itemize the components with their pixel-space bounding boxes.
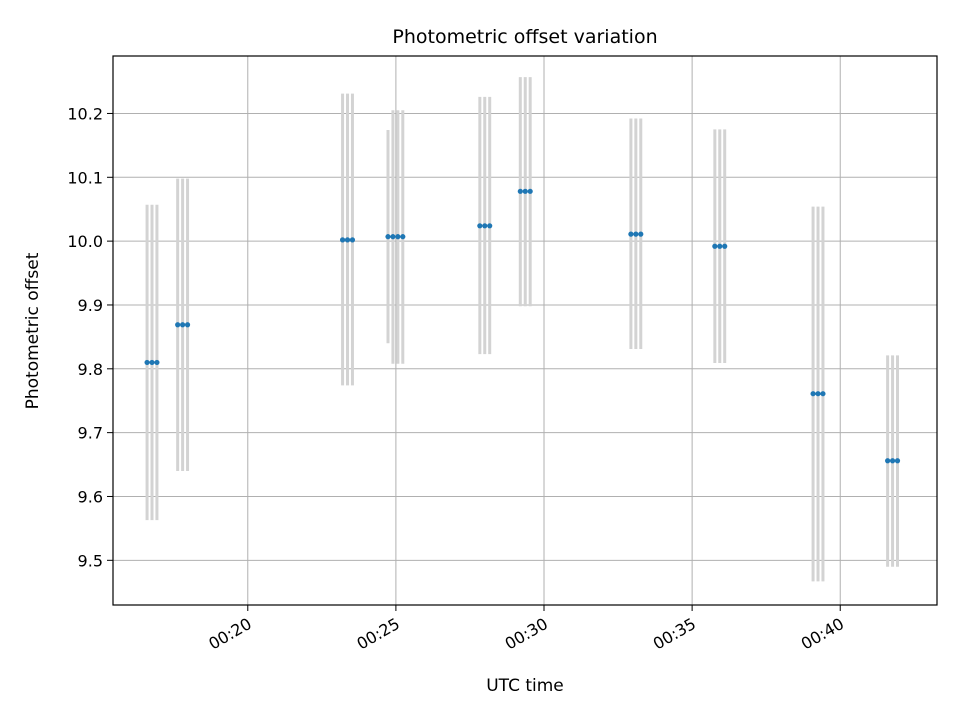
data-points <box>144 188 901 464</box>
data-point <box>527 188 533 194</box>
data-point <box>712 243 718 249</box>
y-axis-title: Photometric offset <box>23 252 43 409</box>
data-point <box>154 359 160 366</box>
data-point <box>344 237 351 243</box>
data-point <box>400 234 406 240</box>
y-tick-label: 10.0 <box>67 232 103 251</box>
x-tick-label: 00:40 <box>798 614 847 654</box>
data-point <box>144 359 150 366</box>
data-point <box>722 243 728 249</box>
y-tick-label: 9.8 <box>78 360 103 379</box>
data-point <box>633 231 639 237</box>
y-tick-label: 9.5 <box>78 551 103 570</box>
data-point <box>385 234 391 240</box>
x-tick-label: 00:30 <box>502 614 551 654</box>
data-point <box>522 188 528 194</box>
y-tick-label: 9.7 <box>78 424 103 443</box>
data-point <box>820 391 826 397</box>
data-point <box>482 223 488 229</box>
y-tick-label: 9.6 <box>78 487 103 506</box>
data-point <box>184 322 191 328</box>
data-point <box>149 359 155 366</box>
y-axis-ticks: 9.5 9.6 9.7 9.8 9.9 10.0 10.1 10.2 <box>67 104 113 570</box>
chart-title: Photometric offset variation <box>392 26 657 48</box>
data-point <box>339 237 346 243</box>
x-tick-label: 00:35 <box>650 614 699 654</box>
x-axis-ticks: 00:20 00:25 00:30 00:35 00:40 <box>205 605 847 654</box>
data-point <box>517 188 523 194</box>
x-axis-title: UTC time <box>486 676 564 696</box>
data-point <box>175 322 181 328</box>
data-point <box>487 223 493 229</box>
data-point <box>477 223 483 229</box>
data-point <box>390 234 396 240</box>
x-tick-label: 00:20 <box>205 614 254 654</box>
data-point <box>810 391 816 397</box>
data-point <box>717 243 723 249</box>
data-point <box>638 231 644 237</box>
data-point <box>885 458 891 464</box>
data-point <box>889 458 896 464</box>
data-point <box>815 391 821 397</box>
data-point <box>894 458 901 464</box>
y-tick-label: 10.2 <box>67 104 103 123</box>
plot-frame <box>112 55 938 606</box>
error-bars <box>145 77 900 582</box>
y-tick-label: 10.1 <box>67 168 103 187</box>
y-tick-label: 9.9 <box>78 296 103 315</box>
data-point <box>349 237 356 243</box>
data-point <box>395 234 401 240</box>
x-tick-label: 00:25 <box>353 614 402 654</box>
data-point <box>628 231 634 237</box>
data-point <box>180 322 186 328</box>
